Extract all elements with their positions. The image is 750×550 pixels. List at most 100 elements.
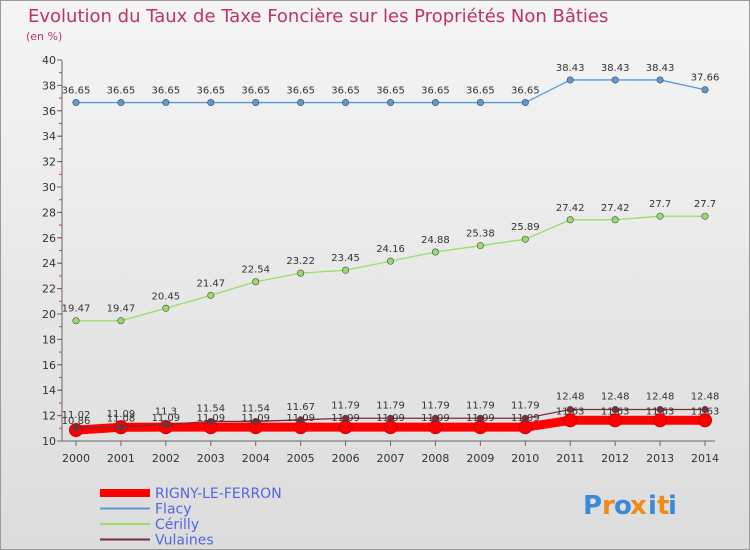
data-label-vulaines: 11.54 <box>196 403 225 414</box>
data-label-flacy: 36.65 <box>62 86 91 97</box>
data-point-c-rilly <box>252 278 260 286</box>
data-label-flacy: 36.65 <box>511 86 540 97</box>
y-axis-label: (en %) <box>26 30 62 43</box>
chart-title: Evolution du Taux de Taxe Foncière sur l… <box>28 6 608 27</box>
data-label-flacy: 36.65 <box>152 86 181 97</box>
data-point-flacy <box>387 99 395 107</box>
data-label-vulaines: 11.79 <box>331 400 360 411</box>
data-label-vulaines: 12.48 <box>556 392 585 403</box>
data-point-vulaines <box>342 414 350 422</box>
legend-label-vulaines: Vulaines <box>155 533 214 549</box>
x-tick-label: 2005 <box>287 452 315 465</box>
data-point-vulaines <box>521 414 529 422</box>
data-label-rigny-le-ferron: 11.63 <box>556 406 585 417</box>
data-label-vulaines: 11.79 <box>511 400 540 411</box>
y-tick-label: 32 <box>42 156 56 169</box>
x-tick-label: 2013 <box>646 452 674 465</box>
data-point-c-rilly <box>342 266 350 274</box>
data-label-vulaines: 11.09 <box>107 409 136 420</box>
x-tick-label: 2001 <box>107 452 135 465</box>
data-label-flacy: 36.65 <box>196 86 225 97</box>
data-point-vulaines <box>252 417 260 425</box>
logo-letter: P <box>583 491 602 521</box>
data-point-flacy <box>117 99 125 107</box>
y-tick-label: 14 <box>42 384 56 397</box>
data-label-c-rilly: 25.89 <box>511 222 540 233</box>
data-point-vulaines <box>611 406 619 414</box>
data-label-c-rilly: 24.16 <box>376 244 405 255</box>
x-tick-label: 2006 <box>332 452 360 465</box>
data-label-rigny-le-ferron: 10.86 <box>62 416 91 427</box>
x-tick-label: 2012 <box>601 452 629 465</box>
data-point-c-rilly <box>476 242 484 250</box>
data-label-vulaines: 12.48 <box>646 392 675 403</box>
logo-letter: x <box>630 491 647 521</box>
data-point-flacy <box>431 99 439 107</box>
data-label-rigny-le-ferron: 11.09 <box>331 413 360 424</box>
data-label-vulaines: 11.79 <box>421 400 450 411</box>
x-tick-label: 2009 <box>466 452 494 465</box>
x-tick-label: 2008 <box>421 452 449 465</box>
y-tick-label: 40 <box>42 54 56 67</box>
axes: 10 12 14 16 18 20 22 24 26 28 30 32 34 36 38 40 2000 2001… <box>42 54 719 465</box>
y-tick-label: 30 <box>42 181 56 194</box>
data-label-c-rilly: 19.47 <box>62 304 91 315</box>
data-label-flacy: 36.65 <box>241 86 270 97</box>
data-point-vulaines <box>476 414 484 422</box>
logo-letter: o <box>614 491 632 521</box>
data-point-c-rilly <box>566 216 574 224</box>
data-point-c-rilly <box>297 269 305 277</box>
data-point-flacy <box>656 76 664 84</box>
data-label-flacy: 38.43 <box>646 63 675 74</box>
data-point-vulaines <box>162 420 170 428</box>
x-tick-label: 2007 <box>377 452 405 465</box>
data-point-vulaines <box>117 423 125 431</box>
x-tick-label: 2014 <box>691 452 719 465</box>
data-label-flacy: 38.43 <box>601 63 630 74</box>
logo-letter: r <box>602 491 615 521</box>
data-label-vulaines: 12.48 <box>601 392 630 403</box>
data-point-rigny-le-ferron <box>653 413 668 428</box>
data-point-c-rilly <box>431 248 439 256</box>
data-point-flacy <box>521 99 529 107</box>
data-label-c-rilly: 27.7 <box>694 199 716 210</box>
data-point-c-rilly <box>656 212 664 220</box>
data-point-vulaines <box>431 414 439 422</box>
data-label-flacy: 38.43 <box>556 63 585 74</box>
x-tick-label: 2004 <box>242 452 270 465</box>
data-label-rigny-le-ferron: 11.09 <box>152 413 181 424</box>
data-point-c-rilly <box>611 216 619 224</box>
data-label-c-rilly: 27.42 <box>601 203 630 214</box>
y-tick-label: 16 <box>42 359 56 372</box>
data-point-flacy <box>207 99 215 107</box>
data-label-c-rilly: 23.22 <box>286 256 315 267</box>
data-point-vulaines <box>207 417 215 425</box>
data-point-flacy <box>297 99 305 107</box>
data-point-c-rilly <box>521 235 529 243</box>
series-layer <box>69 76 713 438</box>
y-tick-label: 22 <box>42 283 56 296</box>
y-tick-label: 12 <box>42 410 56 423</box>
data-label-rigny-le-ferron: 11.63 <box>601 406 630 417</box>
data-label-vulaines: 11.3 <box>155 406 177 417</box>
data-point-vulaines <box>297 416 305 424</box>
legend-label-c-rilly: Cérilly <box>155 517 199 533</box>
data-label-vulaines: 11.02 <box>62 410 91 421</box>
data-labels: 36.65 36.65 36.65 36.65 36.65 36.65 36.65 36.65… <box>62 63 720 427</box>
data-point-c-rilly <box>72 317 80 325</box>
data-label-c-rilly: 21.47 <box>196 278 225 289</box>
data-label-rigny-le-ferron: 11.09 <box>286 413 315 424</box>
logo-letter: t <box>657 491 669 521</box>
data-label-vulaines: 11.79 <box>376 400 405 411</box>
data-point-c-rilly <box>701 212 709 220</box>
data-label-rigny-le-ferron: 11.09 <box>466 413 495 424</box>
data-point-c-rilly <box>207 291 215 299</box>
data-point-flacy <box>566 76 574 84</box>
data-label-flacy: 36.65 <box>466 86 495 97</box>
data-label-c-rilly: 24.88 <box>421 235 450 246</box>
data-point-rigny-le-ferron <box>608 413 623 428</box>
data-label-c-rilly: 20.45 <box>152 291 181 302</box>
